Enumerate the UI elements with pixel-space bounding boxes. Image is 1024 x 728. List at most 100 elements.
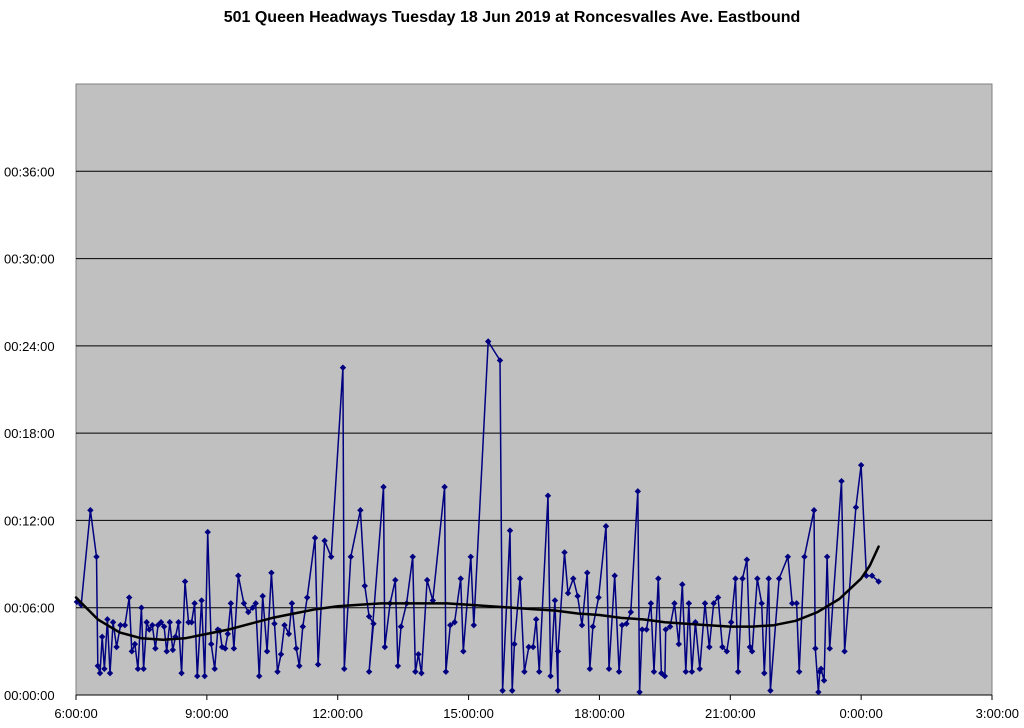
y-tick-label: 00:00:00 [4,688,55,703]
headway-point [817,665,825,673]
headway-point [218,643,226,651]
headway-point [682,668,689,675]
headway-point [758,600,765,607]
headway-point [288,600,296,607]
headway-point [838,477,845,485]
headway-point [719,643,726,651]
headway-point [311,534,319,542]
headway-point [87,507,94,514]
headway-point [643,626,650,633]
headway-point [418,669,425,677]
headway-point [857,461,865,469]
headway-point [157,619,165,626]
headway-point [93,553,100,560]
headway-point [249,604,256,611]
headway-point [634,488,642,495]
headway-point [706,643,713,651]
headway-point [570,575,577,582]
headway-point [198,597,205,604]
headway-point [823,553,831,560]
headway-point [586,665,594,673]
headway-point [723,648,730,655]
headway-point [470,621,478,629]
headway-point [415,651,422,658]
plot-area [75,83,993,696]
headway-point [611,572,618,579]
headway-point [73,598,81,606]
headway-point [131,640,139,648]
headway-point [679,581,686,588]
headway-point [875,578,882,585]
headway-point [564,589,572,597]
headway-point [365,613,373,620]
headway-point [296,662,303,670]
headway-point [467,553,474,560]
headway-point [815,688,822,696]
headway-point [732,575,739,582]
headway-point [589,623,597,630]
headway-point [143,619,150,626]
headway-point [671,600,678,607]
headway-point [240,600,248,607]
headway-point [166,619,173,626]
x-axis [75,694,993,700]
headway-point [536,668,543,675]
headway-point [739,575,746,582]
headway-point [271,620,278,627]
headway-point [214,626,221,633]
headway-point [327,553,335,560]
headway-point [810,507,818,514]
headway-point [252,600,259,607]
headway-point [423,576,431,584]
headway-point [796,668,803,675]
headway-point [175,619,182,626]
headway-point [204,528,211,536]
headway-point [172,633,179,641]
headway-point [650,668,658,675]
gridlines [76,170,992,609]
headway-point [394,662,402,670]
y-axis-labels: 00:00:00 00:06:00 00:12:00 00:18:00 00:24:00… [4,164,55,703]
headway-point [451,619,458,626]
headway-point [224,630,231,638]
headway-point [666,623,674,630]
headway-point [578,621,586,629]
headway-point [852,504,860,511]
headway-point [784,553,792,560]
headway-point [256,672,263,680]
headway-point [499,687,506,694]
headway-point [816,668,823,675]
x-tick-label: 6:00:00 [54,706,97,721]
headway-point [169,646,177,654]
headway-point [98,633,106,641]
headway-point [104,616,111,623]
headway-point [551,597,559,604]
y-tick-label: 00:12:00 [4,513,55,528]
headway-point [357,507,364,514]
headway-point [688,668,696,675]
headway-point [826,645,833,652]
headway-point [201,672,208,680]
y-tick-label: 00:36:00 [4,164,55,179]
headway-point [841,648,848,655]
headway-point [761,669,768,677]
y-tick-label: 00:30:00 [4,252,55,267]
headway-point [525,643,532,651]
headway-point [662,626,669,633]
headway-point [163,648,170,655]
headway-point [508,687,516,694]
headway-point [314,661,322,668]
headway-point [615,668,623,675]
headway-point [128,648,136,655]
y-tick-label: 00:06:00 [4,601,55,616]
headway-point [339,364,347,371]
headway-point [511,640,518,648]
headway-point [442,668,450,675]
headway-point [636,688,643,696]
headway-point [506,527,514,534]
headway-point [789,600,796,607]
headway-point [521,668,528,675]
headway-point [96,669,104,677]
headway-point [574,592,581,600]
